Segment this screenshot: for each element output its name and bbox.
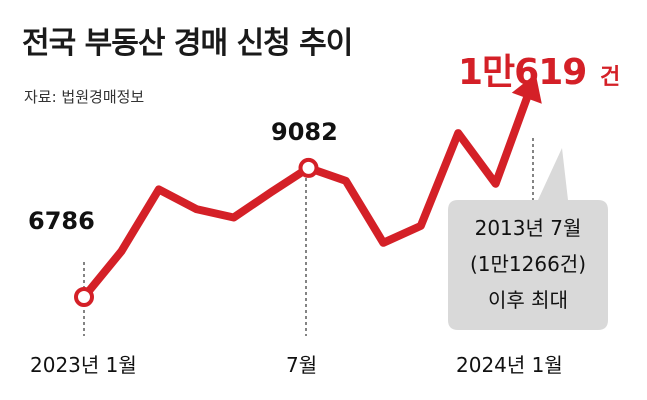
callout-text: 2013년 7월 (1만1266건) 이후 최대: [470, 216, 586, 312]
source-note: 자료: 법원경매정보: [24, 88, 145, 106]
callout-line-3: 이후 최대: [488, 288, 568, 312]
series-arrowhead: [511, 73, 542, 104]
x-tick-label-2023-01: 2023년 1월: [30, 353, 137, 377]
data-point-2023-07: [298, 157, 319, 178]
callout-line-1: 2013년 7월: [475, 216, 582, 240]
callout-box: [448, 148, 608, 330]
x-tick-label-2024-01: 2024년 1월: [456, 353, 563, 377]
data-point-2023-01: [74, 287, 94, 307]
data-label-last-unit: 건: [600, 65, 620, 90]
chart-title: 전국 부동산 경매 신청 추이: [22, 26, 353, 61]
callout-line-2: (1만1266건): [470, 252, 586, 276]
data-label-first: 6786: [28, 207, 95, 235]
data-label-mid: 9082: [271, 118, 338, 146]
data-label-last-number: 1만619: [458, 52, 586, 93]
x-tick-label-2023-07: 7월: [286, 353, 317, 377]
